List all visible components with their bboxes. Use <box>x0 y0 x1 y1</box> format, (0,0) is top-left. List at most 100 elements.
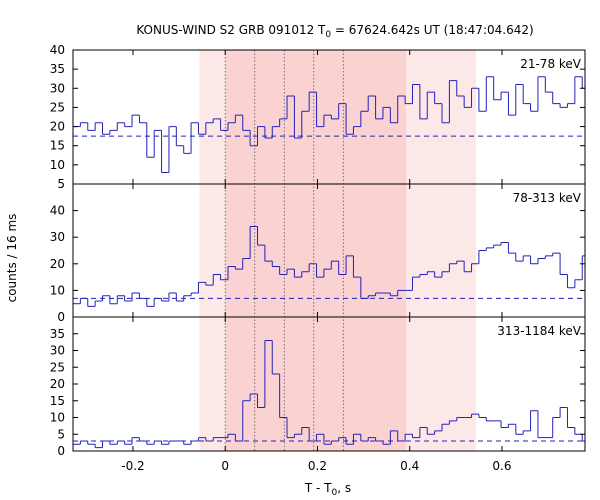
histogram-bin <box>131 437 140 445</box>
histogram-bin <box>471 413 479 418</box>
histogram-bin <box>382 440 391 445</box>
histogram-bin <box>456 80 465 97</box>
y-tick-label: 20 <box>50 120 65 134</box>
histogram-bin <box>448 263 457 272</box>
histogram-bin <box>257 394 265 408</box>
histogram-bin <box>434 271 443 278</box>
histogram-bin <box>87 298 96 307</box>
histogram-bin <box>330 440 339 445</box>
histogram-bin <box>308 91 317 112</box>
histogram-bin <box>419 84 428 120</box>
histogram-bin <box>389 430 398 445</box>
histogram-bin <box>286 417 295 439</box>
histogram-bin <box>102 295 110 302</box>
histogram-bin <box>382 106 391 119</box>
histogram-bin <box>360 277 369 299</box>
y-tick-label: 10 <box>50 158 65 172</box>
histogram-bin <box>419 427 428 438</box>
y-tick-label: 20 <box>50 377 65 391</box>
histogram-bin <box>308 263 317 272</box>
y-tick-label: 15 <box>50 394 65 408</box>
histogram-bin <box>522 430 531 435</box>
histogram-bin <box>286 268 295 275</box>
histogram-bin <box>478 414 487 418</box>
histogram-bin <box>79 122 88 127</box>
histogram-bin <box>264 126 273 139</box>
histogram-bin <box>330 115 339 120</box>
y-tick-label: 20 <box>50 257 65 271</box>
y-tick-label: 10 <box>50 411 65 425</box>
histogram-bin <box>87 122 96 131</box>
histogram-bin <box>138 115 147 124</box>
histogram-bin <box>397 95 406 123</box>
histogram-bin <box>544 255 553 259</box>
histogram-bin <box>507 92 516 116</box>
histogram-bin <box>338 103 347 119</box>
histogram-bin <box>448 80 457 123</box>
y-tick-label: 40 <box>50 204 65 218</box>
histogram-bin <box>205 437 214 442</box>
histogram-bin <box>109 440 118 445</box>
histogram-bin <box>190 440 199 445</box>
x-axis-label-subscript: 0 <box>332 488 338 498</box>
y-tick-label: 40 <box>50 43 65 57</box>
histogram-bin <box>220 118 228 131</box>
histogram-bin <box>234 266 243 270</box>
histogram-bin <box>323 268 332 278</box>
x-tick-label: 0.4 <box>400 459 419 473</box>
histogram-bin <box>500 242 509 246</box>
histogram-bin <box>478 250 487 264</box>
axes-frame: 5 10 15 20 25 30 35 40 21-78 keV 0 10 20 30 40 78-313 … <box>50 43 586 473</box>
histogram-bin <box>360 434 369 442</box>
histogram-bin <box>308 427 317 442</box>
histogram-bin <box>227 122 236 131</box>
histogram-bin <box>293 95 302 139</box>
histogram-bin <box>168 292 177 302</box>
histogram-bin <box>234 114 243 123</box>
histogram-bin <box>352 433 361 445</box>
histogram-bin <box>566 407 575 429</box>
histogram-bin <box>183 145 192 154</box>
histogram-bin <box>249 130 258 147</box>
histogram-bin <box>138 437 147 442</box>
histogram-bin <box>537 76 546 112</box>
histogram-bin <box>375 292 383 296</box>
series-layer <box>73 76 585 449</box>
histogram-bin <box>301 271 310 278</box>
histogram-bin <box>190 292 199 296</box>
histogram-bin <box>426 427 435 435</box>
histogram-bin <box>559 406 568 418</box>
histogram-bin <box>345 255 354 275</box>
histogram-bin <box>168 126 177 173</box>
histogram-bin <box>79 297 88 304</box>
histogram-bin <box>175 126 184 147</box>
dark-interval-band <box>225 50 407 451</box>
histogram-bin <box>397 430 406 442</box>
y-tick-label: 0 <box>57 310 65 324</box>
histogram-bin <box>146 122 155 158</box>
histogram-bin <box>456 417 465 421</box>
histogram-bin <box>471 263 479 272</box>
histogram-bin <box>279 266 288 275</box>
y-tick-label: 35 <box>50 327 65 341</box>
histogram-bin <box>301 427 310 435</box>
panel-energy-label: 313-1184 keV <box>497 324 581 338</box>
histogram-bin <box>153 129 162 158</box>
histogram-bin <box>138 293 147 299</box>
histogram-bin <box>109 295 118 305</box>
histogram-bin <box>153 440 162 445</box>
histogram-bin <box>559 103 568 108</box>
histogram-bin <box>411 276 420 291</box>
y-tick-label: 15 <box>50 139 65 153</box>
histogram-bin <box>323 114 332 127</box>
y-tick-label: 30 <box>50 344 65 358</box>
histogram-bin <box>94 122 103 131</box>
histogram-bin <box>352 126 361 135</box>
chart-title-rest: = 67624.642s UT (18:47:04.642) <box>331 23 534 37</box>
y-tick-label: 30 <box>50 230 65 244</box>
y-tick-label: 5 <box>57 427 65 441</box>
dotted-markers <box>224 50 344 451</box>
histogram-bin <box>367 95 376 112</box>
y-tick-label: 35 <box>50 62 65 76</box>
